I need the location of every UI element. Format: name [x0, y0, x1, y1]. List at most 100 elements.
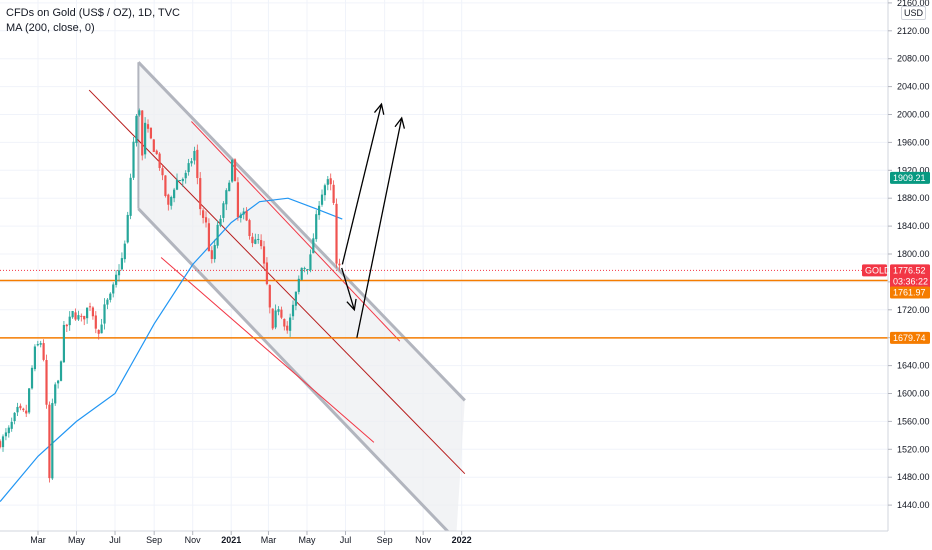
candle-body — [309, 254, 312, 271]
candle-body — [1, 436, 5, 448]
channel-drawing[interactable] — [88, 61, 466, 542]
price-tick-label: 2080.00 — [897, 54, 930, 64]
candle-body — [126, 214, 129, 243]
candle-body — [216, 224, 219, 246]
tag-countdown: 03:36:22 — [893, 276, 928, 286]
tag-symbol: GOLD — [865, 265, 891, 275]
candle-body — [144, 122, 147, 155]
candle-body — [199, 178, 202, 210]
candle-body — [181, 178, 184, 182]
candle-body — [30, 367, 34, 389]
candle-body — [57, 380, 60, 384]
arrow-1-head — [346, 298, 357, 312]
candle-body — [158, 153, 161, 168]
candle-body — [323, 185, 327, 196]
currency-label[interactable]: USD — [901, 6, 927, 20]
candle-body — [178, 180, 182, 182]
candle-body — [222, 203, 225, 218]
candle-body — [25, 410, 28, 414]
candle-body — [45, 360, 48, 405]
ma200-layer — [0, 197, 343, 502]
time-tick-label: Nov — [415, 535, 432, 545]
time-tick-label: 2021 — [221, 535, 241, 545]
candle-body — [97, 329, 100, 334]
candle-body — [19, 405, 22, 409]
time-tick-label: Nov — [185, 535, 202, 545]
time-tick-label: Sep — [146, 535, 162, 545]
candle-body — [94, 315, 97, 329]
candle-body — [80, 315, 83, 317]
price-tick-label: 1800.00 — [897, 249, 930, 259]
inner-upper-line — [191, 121, 401, 342]
price-tick-label: 2000.00 — [897, 110, 930, 120]
candle-body — [239, 214, 242, 219]
symbol-title[interactable]: CFDs on Gold (US$ / OZ), 1D, TVC — [6, 7, 181, 19]
price-tick-label: 1520.00 — [897, 444, 930, 454]
time-tick-label: May — [298, 535, 316, 545]
price-tick-label: 1560.00 — [897, 416, 930, 426]
candle-body — [175, 179, 179, 190]
support-lines[interactable] — [0, 269, 888, 339]
candle-body — [297, 278, 300, 292]
ma-indicator-label[interactable]: MA (200, close, 0) — [6, 22, 95, 34]
candle-body — [167, 194, 170, 205]
candle-body — [109, 293, 112, 300]
candle-body — [100, 324, 103, 334]
candle-body — [149, 127, 153, 139]
candle-body — [257, 238, 260, 240]
candle-body — [138, 110, 141, 116]
arrow-2-shaft — [341, 103, 383, 265]
time-axis[interactable]: Mar May Jul Sep Nov 2021 Mar May Jul Sep Nov 2022 — [0, 530, 888, 550]
candle-body — [65, 324, 68, 327]
candle-body — [161, 168, 164, 176]
candle-body — [141, 110, 144, 156]
candle-body — [117, 270, 121, 276]
candle-body — [280, 309, 283, 318]
candle-body — [268, 285, 271, 308]
price-tick-label: 1920.00 — [897, 165, 930, 175]
candle-body — [152, 139, 155, 152]
candle-body — [28, 388, 31, 413]
time-tick-label: Mar — [261, 535, 277, 545]
candle-body — [7, 427, 10, 434]
channel-mid-line — [88, 89, 466, 475]
candle-body — [254, 239, 257, 244]
candle-body — [335, 203, 338, 264]
candle-body — [338, 263, 341, 266]
candle-body — [312, 238, 315, 254]
candle-body — [22, 408, 25, 411]
time-tick-label: Sep — [377, 535, 393, 545]
candle-body — [103, 304, 106, 324]
candle-body — [202, 210, 205, 218]
candle-body — [228, 182, 231, 192]
arrow-2-head — [373, 102, 385, 115]
candle-body — [233, 159, 237, 181]
candle-body — [236, 182, 240, 217]
candle-body — [123, 243, 126, 260]
candle-body — [242, 211, 245, 215]
channel-lower-line — [137, 207, 458, 542]
candle-body — [283, 318, 286, 327]
candle-body — [13, 412, 16, 422]
candle-body — [213, 245, 216, 260]
time-tick-label: Jul — [340, 535, 352, 545]
tag-last-price: 1776.52 — [893, 265, 926, 275]
price-tick-label: 2040.00 — [897, 82, 930, 92]
price-tick-label: 1600.00 — [897, 389, 930, 399]
candle-body — [164, 175, 167, 196]
candle-body — [83, 315, 86, 320]
candle-body — [54, 384, 57, 404]
candle-body — [62, 324, 66, 363]
arrow-drawings[interactable] — [341, 102, 406, 338]
candle-body — [39, 343, 42, 345]
candle-body — [262, 246, 266, 264]
candle-body — [68, 316, 71, 326]
time-tick-label: May — [68, 535, 86, 545]
candle-body — [231, 159, 234, 182]
candle-body — [4, 432, 8, 437]
candle-body — [135, 115, 138, 144]
candle-body — [48, 404, 51, 479]
tag-last-price-box — [890, 264, 930, 289]
candle-body — [36, 344, 39, 346]
